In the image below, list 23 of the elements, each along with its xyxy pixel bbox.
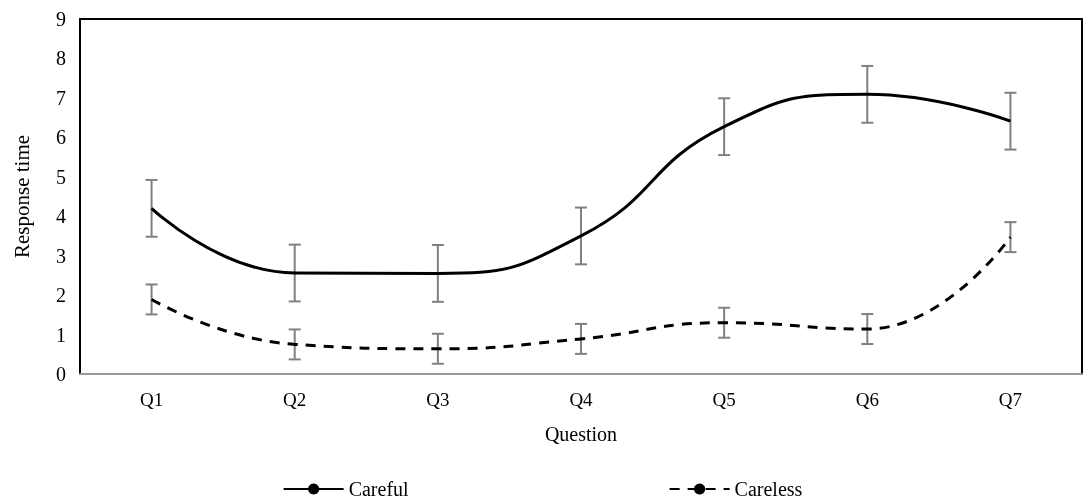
legend-label: Careless	[734, 478, 803, 500]
y-tick-label: 4	[56, 205, 66, 228]
y-tick-label: 6	[56, 126, 66, 149]
x-tick-label: Q6	[855, 389, 879, 410]
y-axis-title: Response time	[9, 134, 34, 259]
x-tick-label: Q2	[283, 389, 307, 410]
y-tick-label: 8	[56, 47, 66, 70]
y-tick-label: 9	[56, 8, 66, 30]
x-axis-title: Question	[544, 423, 618, 445]
y-tick-label: 3	[56, 244, 66, 267]
line-series	[150, 235, 1012, 351]
y-tick-label: 1	[56, 323, 66, 346]
legend-label: Careful	[348, 478, 410, 500]
y-tick-label: 7	[56, 86, 66, 109]
line-series	[150, 92, 1012, 275]
x-tick-label: Q7	[998, 389, 1023, 410]
x-tick-label: Q5	[712, 389, 736, 410]
y-tick-label: 0	[56, 363, 66, 385]
x-tick-label: Q1	[139, 389, 164, 410]
y-tick-label: 5	[56, 165, 66, 188]
x-tick-label: Q3	[426, 389, 450, 410]
x-tick-label: Q4	[569, 389, 594, 410]
y-tick-label: 2	[56, 284, 66, 307]
